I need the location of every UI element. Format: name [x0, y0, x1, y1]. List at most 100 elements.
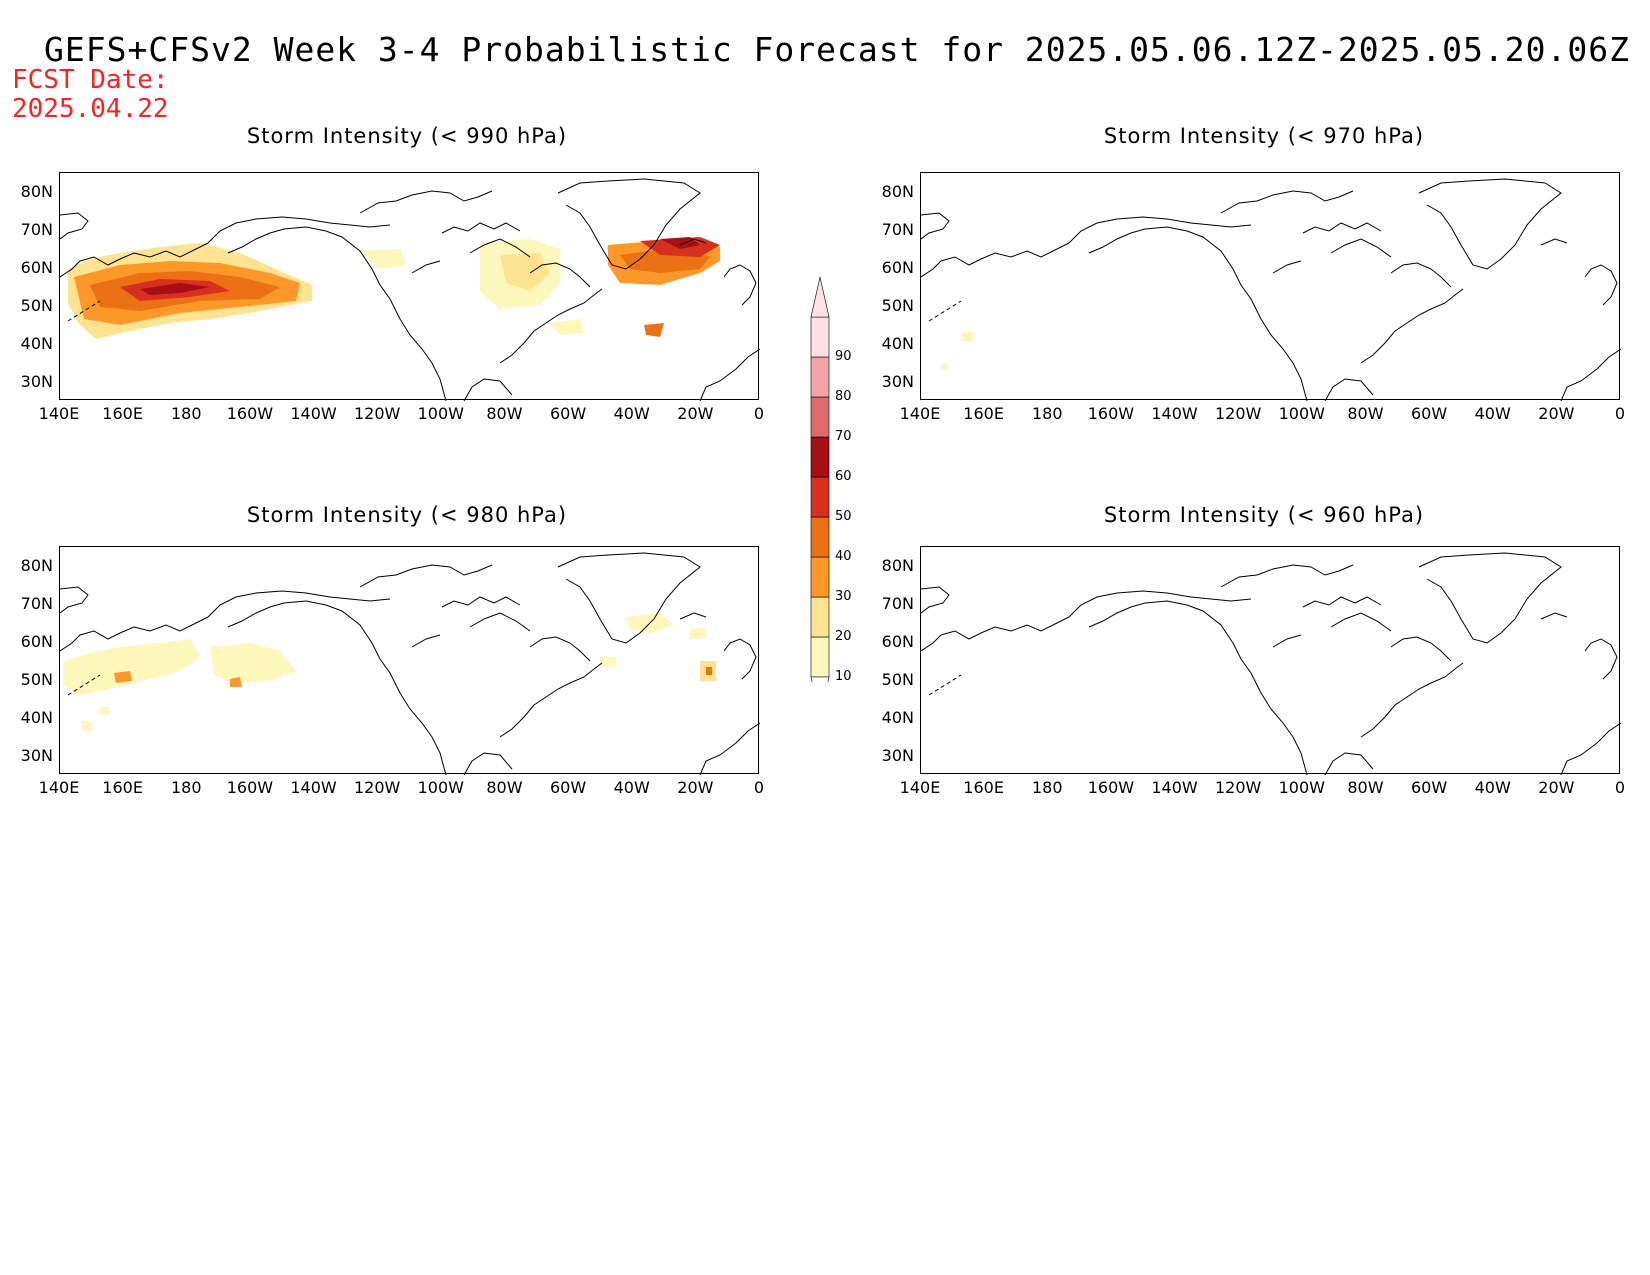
lon-tick-label: 40W	[613, 778, 650, 797]
lon-tick-label: 180	[1031, 778, 1063, 797]
lon-tick-label: 100W	[1278, 404, 1325, 423]
colorbar-level-label: 50	[835, 509, 852, 524]
lon-tick-label: 120W	[353, 778, 401, 797]
colorbar-level-label: 80	[835, 389, 852, 404]
panel-title-990: Storm Intensity (< 990 hPa)	[246, 124, 568, 148]
probability-region	[961, 331, 973, 341]
lat-tick-label: 40N	[881, 708, 914, 727]
lat-tick-label: 30N	[881, 372, 914, 391]
coastline	[723, 638, 757, 680]
lat-tick-label: 70N	[20, 220, 53, 239]
probability-region	[600, 657, 616, 667]
lat-tick-label: 80N	[881, 182, 914, 201]
probability-region	[82, 721, 92, 731]
lon-tick-label: 180	[170, 778, 202, 797]
probability-region	[660, 237, 700, 249]
coastline	[1330, 612, 1392, 632]
coastline	[207, 590, 391, 618]
coastline	[921, 586, 950, 614]
lat-tick-label: 70N	[881, 220, 914, 239]
coastline	[359, 190, 493, 214]
lon-tick-label: 40W	[1474, 404, 1511, 423]
date-line	[928, 674, 962, 696]
coastline	[60, 242, 209, 278]
lon-tick-label: 160E	[102, 778, 143, 797]
coastline	[1088, 226, 1308, 401]
lat-tick-label: 70N	[20, 594, 53, 613]
lon-tick-label: 160W	[1087, 778, 1135, 797]
coastline	[60, 616, 209, 652]
coastline	[1360, 288, 1464, 364]
lon-tick-label: 0	[753, 778, 765, 797]
lon-tick-label: 140W	[290, 404, 337, 423]
probability-region	[644, 323, 664, 337]
lat-tick-label: 40N	[881, 334, 914, 353]
date-line	[928, 300, 962, 322]
probability-region	[706, 667, 712, 675]
coastline	[60, 586, 89, 614]
probability-region	[941, 363, 947, 369]
coastline	[1220, 190, 1354, 214]
coastline	[1584, 264, 1618, 306]
coastline	[463, 752, 513, 775]
colorbar-level-label: 30	[835, 589, 852, 604]
coastline	[1540, 238, 1568, 246]
lon-tick-label: 120W	[1214, 404, 1262, 423]
colorbar-swatch	[810, 436, 830, 478]
coastline	[499, 662, 603, 738]
lat-tick-label: 60N	[20, 632, 53, 651]
colorbar-level-label: 90	[835, 349, 852, 364]
lon-tick-label: 160W	[226, 404, 274, 423]
lon-tick-label: 60W	[549, 778, 587, 797]
colorbar-swatch	[810, 636, 830, 678]
lon-tick-label: 100W	[417, 778, 464, 797]
lon-tick-label: 140W	[1151, 404, 1198, 423]
coastline	[679, 238, 707, 246]
lon-tick-label: 160E	[963, 778, 1004, 797]
lon-tick-label: 20W	[677, 778, 714, 797]
colorbar-level-label: 10	[835, 669, 852, 684]
coastline	[723, 264, 757, 306]
lat-tick-label: 60N	[881, 632, 914, 651]
colorbar-swatch	[810, 516, 830, 558]
coastline	[1324, 378, 1374, 401]
colorbar-swatch	[810, 596, 830, 638]
lon-tick-label: 60W	[549, 404, 587, 423]
coastline	[1418, 552, 1562, 644]
probability-region	[548, 319, 584, 335]
panel-title-980: Storm Intensity (< 980 hPa)	[246, 503, 568, 527]
lon-tick-label: 100W	[417, 404, 464, 423]
map-canvas	[921, 552, 1621, 775]
coastline	[529, 262, 591, 288]
coastline	[411, 260, 441, 274]
coastline	[1272, 260, 1302, 274]
colorbar-top-arrow	[810, 276, 830, 318]
coastline	[557, 178, 701, 270]
lon-tick-label: 180	[1031, 404, 1063, 423]
probability-region	[500, 253, 550, 291]
map-990	[59, 172, 760, 401]
lon-tick-label: 140E	[899, 778, 941, 797]
lon-tick-label: 140W	[1151, 778, 1198, 797]
coastline	[1324, 752, 1374, 775]
probability-region	[210, 643, 296, 683]
date-line	[67, 300, 101, 322]
coastline	[557, 552, 701, 644]
probability-region	[64, 639, 200, 695]
map-970	[920, 172, 1621, 401]
coastline	[1088, 600, 1308, 775]
lat-tick-label: 30N	[881, 746, 914, 765]
coastline	[921, 242, 1070, 278]
coastline	[1068, 590, 1252, 618]
colorbar-swatch	[810, 356, 830, 398]
lon-tick-label: 140E	[38, 404, 80, 423]
lon-tick-label: 140E	[38, 778, 80, 797]
lat-tick-label: 50N	[881, 670, 914, 689]
coastline	[699, 348, 760, 401]
lon-tick-label: 160W	[226, 778, 274, 797]
colorbar-svg	[810, 276, 830, 718]
lon-tick-label: 0	[1614, 404, 1626, 423]
coastline	[921, 212, 950, 240]
lon-tick-label: 80W	[1347, 404, 1384, 423]
lon-tick-label: 40W	[1474, 778, 1511, 797]
